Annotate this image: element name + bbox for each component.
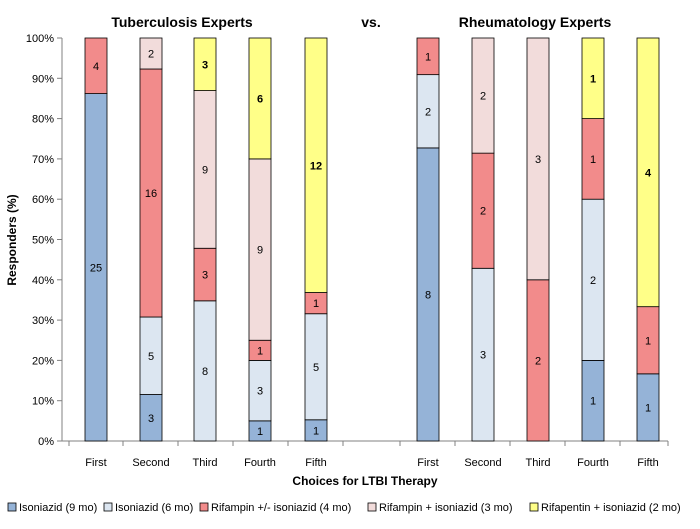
data-label: 4 [93,61,99,73]
y-tick-label: 40% [32,275,54,287]
data-label: 1 [590,73,596,85]
data-label: 1 [590,396,596,408]
data-label: 6 [257,93,263,105]
x-tick-label: First [417,457,438,469]
data-label: 5 [148,351,154,363]
legend-swatch [529,502,539,512]
bar-segment [139,37,163,70]
x-tick-label: Fifth [305,457,326,469]
legend-swatch [7,502,17,512]
x-tick-label: Third [192,457,217,469]
data-label: 3 [148,413,154,425]
bar-segment [636,37,660,308]
x-tick-label: First [85,457,106,469]
bars: 254First35162Second8393Third13196Fourth1… [84,37,660,469]
bar-segment [581,37,605,119]
bar-segment [416,37,440,76]
legend-swatch [367,502,377,512]
data-label: 3 [202,59,208,71]
data-label: 3 [535,154,541,166]
y-tick-label: 70% [32,154,54,166]
legend-swatch [103,502,113,512]
data-label: 8 [425,289,431,301]
chart-title-vs: vs. [361,14,380,30]
axes: 0% 10% 20% 30% 40% 50% 60% 70% 80% 90% 100% [26,33,669,448]
data-label: 2 [148,49,154,61]
bar-segment [248,37,272,160]
x-tick-label: Fourth [577,457,609,469]
y-tick-label: 10% [32,396,54,408]
y-tick-label: 80% [32,114,54,126]
x-tick-label: Second [464,457,501,469]
y-tick-label: 30% [32,315,54,327]
bar-segment [526,37,550,281]
chart-title-rheum: Rheumatology Experts [459,14,612,30]
bar-segment [471,37,495,154]
data-label: 2 [480,91,486,103]
legend-label: Isoniazid (9 mo) [19,502,97,514]
data-label: 1 [425,51,431,63]
legend-label: Rifapentin + isoniazid (2 mo) [541,502,681,514]
data-label: 9 [202,164,208,176]
data-label: 12 [310,160,322,172]
legend: Isoniazid (9 mo) Isoniazid (6 mo) Rifampin… [7,502,681,514]
data-label: 1 [590,154,596,166]
data-label: 2 [590,275,596,287]
x-tick-label: Second [132,457,169,469]
y-tick-label: 60% [32,194,54,206]
y-tick-label: 20% [32,355,54,367]
bar-segment [84,37,108,94]
data-label: 2 [535,355,541,367]
y-tick-label: 100% [26,33,54,45]
legend-label: Rifampin + isoniazid (3 mo) [379,502,513,514]
data-label: 1 [313,425,319,437]
x-tick-label: Third [525,457,550,469]
chart-titles: Tuberculosis Experts vs. Rheumatology Ex… [111,14,611,30]
data-label: 1 [313,298,319,310]
data-label: 8 [202,366,208,378]
data-label: 3 [202,270,208,282]
bar-segment [304,37,328,293]
data-label: 3 [257,386,263,398]
y-axis-title: Responders (%) [5,194,19,285]
bar-segment [193,37,217,91]
x-axis-title: Choices for LTBI Therapy [292,474,437,488]
x-tick-label: Fifth [637,457,658,469]
data-label: 2 [425,106,431,118]
data-label: 1 [645,402,651,414]
legend-label: Rifampin +/- isoniazid (4 mo) [211,502,351,514]
data-label: 25 [90,262,102,274]
data-label: 1 [257,345,263,357]
data-label: 16 [145,188,157,200]
data-label: 1 [645,335,651,347]
y-tick-label: 90% [32,73,54,85]
data-label: 1 [257,426,263,438]
y-tick-label: 50% [32,235,54,247]
data-label: 4 [645,167,652,179]
legend-swatch [199,502,209,512]
y-tick-label: 0% [38,436,54,448]
legend-label: Isoniazid (6 mo) [115,502,193,514]
x-tick-label: Fourth [244,457,276,469]
chart-title-tb: Tuberculosis Experts [111,14,253,30]
data-label: 5 [313,362,319,374]
data-label: 9 [257,245,263,257]
data-label: 3 [480,350,486,362]
data-label: 2 [480,206,486,218]
